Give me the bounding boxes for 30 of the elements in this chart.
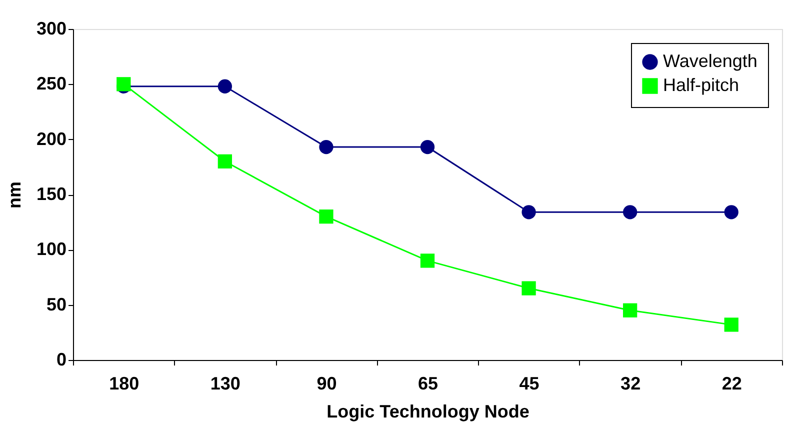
x-tick-label: 180 xyxy=(109,374,140,394)
y-tick-label: 300 xyxy=(36,18,66,38)
y-tick-label: 100 xyxy=(36,239,66,260)
x-tick-label: 65 xyxy=(418,374,438,394)
legend-label: Half-pitch xyxy=(663,75,740,95)
point xyxy=(522,205,536,220)
point xyxy=(218,154,232,168)
x-tick-label: 130 xyxy=(210,374,240,394)
point xyxy=(420,254,435,268)
point xyxy=(522,281,536,296)
y-axis-title: nm xyxy=(4,182,24,208)
point xyxy=(724,205,738,220)
y-tick-label: 50 xyxy=(46,294,66,314)
x-tick-label: 90 xyxy=(316,374,337,394)
point xyxy=(319,140,334,154)
y-tick-label: 200 xyxy=(36,128,66,149)
y-tick-label: 0 xyxy=(56,350,66,370)
point xyxy=(319,209,334,224)
point xyxy=(623,205,638,220)
y-tick-label: 250 xyxy=(36,74,66,94)
x-axis-title: Logic Technology Node xyxy=(326,402,530,422)
point xyxy=(420,140,435,154)
x-tick-label: 32 xyxy=(620,374,641,394)
x-tick-label: 22 xyxy=(722,374,742,394)
point xyxy=(724,318,738,332)
legend-label: Wavelength xyxy=(663,51,758,71)
point xyxy=(218,79,232,94)
point xyxy=(623,303,638,318)
y-tick-label: 150 xyxy=(36,184,66,204)
x-tick-label: 45 xyxy=(519,374,540,394)
